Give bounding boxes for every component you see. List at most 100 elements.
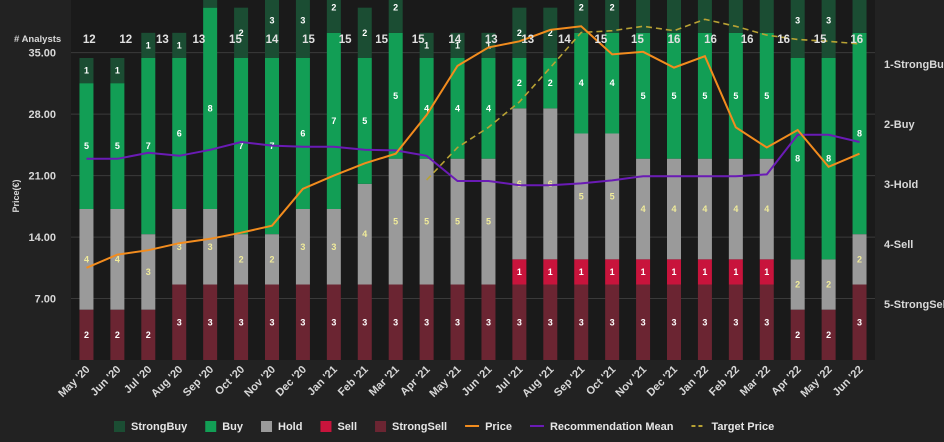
rating-axis: 1-StrongBuy 2-Buy 3-Hold 4-Sell 5-StrongSell: [884, 59, 944, 311]
bar-hold: [326, 209, 341, 285]
bar-strongbuy: [234, 7, 249, 58]
bar-value-label: 3: [671, 317, 676, 327]
bar-value-label: 3: [579, 317, 584, 327]
bar-value-label: 2: [826, 330, 831, 340]
bar-hold: [852, 234, 867, 285]
bar-strongbuy: [419, 32, 434, 58]
bar-strongsell: [172, 284, 187, 360]
bar-buy: [574, 32, 589, 134]
bar-value-label: 1: [733, 267, 738, 277]
bar-strongsell: [79, 309, 94, 360]
analyst-count: 15: [302, 34, 315, 46]
bar-hold: [759, 158, 774, 260]
analyst-count: 16: [741, 34, 754, 46]
bar-value-label: 5: [641, 91, 646, 101]
bar-value-label: 1: [424, 40, 429, 50]
bar-value-label: 4: [362, 229, 367, 239]
bar-value-label: 1: [641, 267, 646, 277]
legend-label: Price: [485, 421, 512, 433]
bar-value-label: 4: [84, 254, 89, 264]
bar-strongsell: [203, 284, 218, 360]
analyst-count: 15: [412, 34, 425, 46]
bar-value-label: 7: [331, 116, 336, 126]
bar-strongsell: [697, 284, 712, 360]
bar-sell: [512, 259, 527, 285]
bar-value-label: 5: [455, 217, 460, 227]
bar-value-label: 3: [177, 242, 182, 252]
bar-value-label: 3: [239, 317, 244, 327]
bar-strongsell: [265, 284, 279, 360]
y-tick-label: 7.00: [35, 294, 56, 306]
bar-hold: [636, 158, 651, 260]
rating-label: 2-Buy: [884, 119, 915, 131]
bar-value-label: 3: [208, 317, 213, 327]
bar-hold: [141, 234, 156, 310]
recommendation-mean-line: [86, 133, 860, 187]
bar-strongsell: [574, 284, 589, 360]
count-header: # Analysts: [14, 34, 61, 45]
legend-label: Hold: [278, 421, 302, 433]
bar-buy: [759, 32, 774, 159]
bar-sell: [728, 259, 743, 285]
y-tick-label: 21.00: [28, 171, 56, 183]
bar-buy: [605, 32, 620, 134]
bar-buy: [852, 32, 867, 235]
bar-value-label: 3: [177, 317, 182, 327]
bar-value-label: 5: [362, 116, 367, 126]
analyst-count: 15: [375, 34, 388, 46]
bar-value-label: 1: [548, 267, 553, 277]
bar-sell: [543, 259, 558, 285]
bar-buy: [821, 58, 836, 260]
bar-strongsell: [636, 284, 651, 360]
bar-buy: [172, 58, 187, 209]
bar-hold: [357, 183, 372, 285]
bar-strongsell: [667, 284, 681, 360]
bar-strongsell: [419, 284, 434, 360]
bar-strongbuy: [605, 0, 620, 33]
bar-value-label: 5: [702, 91, 707, 101]
analyst-count: 16: [704, 34, 717, 46]
analyst-count: 14: [266, 34, 279, 46]
bar-value-label: 1: [517, 267, 522, 277]
bar-value-label: 5: [424, 217, 429, 227]
bar-sell: [667, 259, 681, 285]
bar-buy: [357, 58, 372, 184]
bar-buy: [481, 58, 496, 159]
bar-value-label: 2: [146, 330, 151, 340]
bar-strongsell: [790, 309, 805, 360]
bar-hold: [790, 259, 805, 310]
bar-value-label: 2: [548, 28, 553, 38]
bar-buy: [667, 32, 681, 159]
bar-value-label: 3: [331, 317, 336, 327]
legend-swatch: [261, 421, 273, 432]
bar-buy: [295, 58, 310, 209]
bar-value-label: 3: [857, 317, 862, 327]
bar-strongbuy: [203, 0, 218, 8]
bar-strongbuy: [728, 0, 743, 33]
bar-hold: [697, 158, 712, 260]
legend-label: Recommendation Mean: [550, 421, 674, 433]
bar-value-label: 4: [733, 204, 738, 214]
bar-strongbuy: [79, 58, 94, 84]
bar-hold: [110, 209, 125, 310]
bar-hold: [203, 209, 218, 285]
bar-value-label: 2: [239, 254, 244, 264]
bar-strongsell: [512, 284, 527, 360]
bar-value-label: 5: [393, 217, 398, 227]
bar-strongsell: [141, 309, 156, 360]
bar-value-label: 5: [115, 141, 120, 151]
bar-value-label: 6: [517, 179, 522, 189]
bar-value-label: 3: [146, 267, 151, 277]
rating-label: 1-StrongBuy: [884, 59, 944, 71]
analyst-count: 16: [777, 34, 790, 46]
analyst-count: 16: [850, 34, 863, 46]
bar-value-label: 2: [548, 78, 553, 88]
bar-sell: [605, 259, 620, 285]
bar-value-label: 3: [269, 15, 274, 25]
analyst-count: 14: [558, 34, 571, 46]
bar-value-label: 2: [115, 330, 120, 340]
bar-strongbuy: [357, 7, 372, 58]
bar-hold: [728, 158, 743, 260]
analyst-count: 15: [631, 34, 644, 46]
